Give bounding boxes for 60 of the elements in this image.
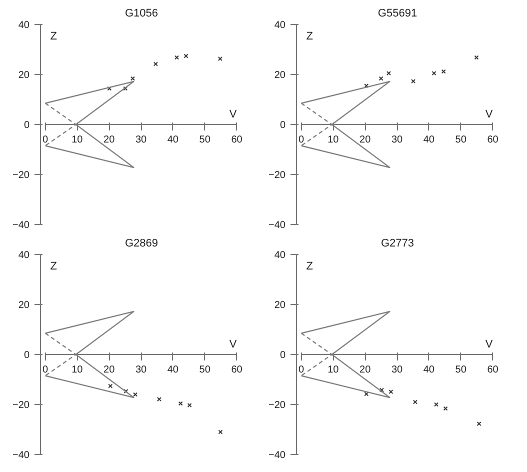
x-tick-label: 10 — [72, 134, 84, 146]
x-tick-label: 0 — [298, 364, 305, 376]
x-tick-label: 30 — [391, 134, 404, 146]
x-tick-label: 40 — [423, 134, 435, 146]
chart-title: G55691 — [378, 8, 418, 20]
y-tick-label: −20 — [12, 170, 30, 181]
x-tick-label: 50 — [455, 134, 467, 146]
y-tick-label: 20 — [274, 70, 286, 81]
y-axis-title: Z — [306, 30, 314, 42]
x-tick-label: 60 — [487, 364, 499, 376]
y-tick-label: −40 — [12, 220, 30, 231]
x-tick-label: 30 — [135, 134, 148, 146]
y-tick-label: 0 — [24, 120, 30, 131]
y-tick-label: 40 — [274, 250, 286, 261]
y-tick-label: 40 — [274, 20, 286, 31]
chart-title: G2869 — [124, 238, 158, 250]
y-tick-label: 0 — [280, 350, 286, 361]
y-axis-title: Z — [306, 260, 314, 272]
x-tick-label: 20 — [104, 364, 116, 376]
x-tick-label: 0 — [42, 134, 49, 146]
x-tick-label: 50 — [199, 134, 211, 146]
x-tick-label: 30 — [135, 364, 148, 376]
x-tick-label: 10 — [328, 364, 340, 376]
x-tick-label: 40 — [167, 364, 179, 376]
y-tick-label: 20 — [18, 70, 30, 81]
x-tick-label: 40 — [423, 364, 435, 376]
y-tick-label: −20 — [268, 400, 286, 411]
x-tick-label: 20 — [104, 134, 116, 146]
x-axis-title: V — [229, 108, 238, 120]
y-tick-label: 20 — [18, 300, 30, 311]
y-tick-label: −40 — [268, 220, 286, 231]
y-tick-label: 40 — [18, 20, 30, 31]
x-tick-label: 50 — [199, 364, 211, 376]
x-tick-label: 0 — [298, 134, 305, 146]
x-tick-label: 10 — [72, 364, 84, 376]
x-tick-label: 10 — [328, 134, 340, 146]
x-tick-label: 60 — [231, 364, 243, 376]
y-tick-label: 0 — [24, 350, 30, 361]
y-tick-label: −40 — [268, 450, 286, 461]
x-tick-label: 30 — [391, 364, 404, 376]
chart-title: G2773 — [380, 238, 414, 250]
x-axis-title: V — [485, 338, 494, 350]
x-tick-label: 20 — [360, 364, 372, 376]
y-tick-label: −40 — [12, 450, 30, 461]
y-axis-title: Z — [50, 260, 58, 272]
y-axis-title: Z — [50, 30, 58, 42]
x-tick-label: 0 — [42, 364, 49, 376]
y-tick-label: 0 — [280, 120, 286, 131]
y-tick-label: 20 — [274, 300, 286, 311]
x-axis-title: V — [229, 338, 238, 350]
y-tick-label: 40 — [18, 250, 30, 261]
y-tick-label: −20 — [268, 170, 286, 181]
x-tick-label: 40 — [167, 134, 179, 146]
x-tick-label: 50 — [455, 364, 467, 376]
x-axis-title: V — [485, 108, 494, 120]
y-tick-label: −20 — [12, 400, 30, 411]
x-tick-label: 20 — [360, 134, 372, 146]
x-tick-label: 60 — [231, 134, 243, 146]
x-tick-label: 60 — [487, 134, 499, 146]
chart-title: G1056 — [124, 8, 158, 20]
